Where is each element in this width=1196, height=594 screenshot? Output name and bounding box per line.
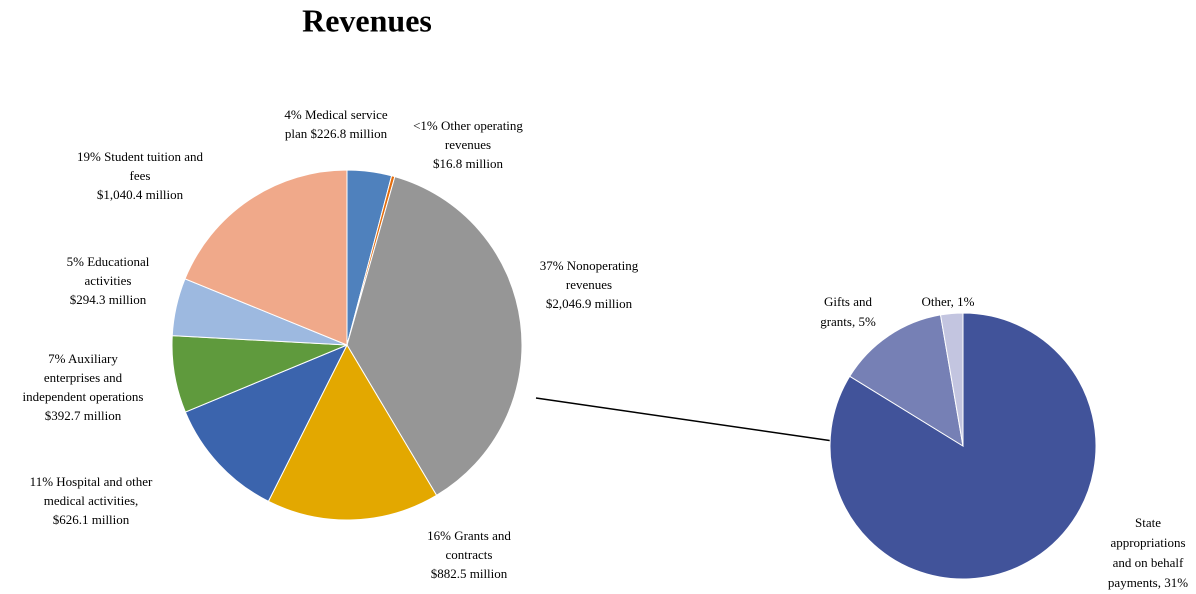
slice-label: and on behalf [1113,555,1184,570]
slice-label: Gifts and [824,294,873,309]
slice-label: 7% Auxiliary [48,351,118,366]
slice-label: appropriations [1110,535,1185,550]
slice-label: enterprises and [44,370,123,385]
slice-label: 5% Educational [67,254,150,269]
slice-label: revenues [445,137,491,152]
slice-label: $2,046.9 million [546,296,633,311]
slice-label: 19% Student tuition and [77,149,204,164]
slice-label: $882.5 million [431,566,508,581]
slice-label: medical activities, [44,493,139,508]
slice-label: Other, 1% [922,294,975,309]
pie-slice [849,314,964,448]
slice-label: contracts [446,547,493,562]
pie-slice [267,343,438,521]
chart-title: Revenues [302,2,432,38]
slice-label: State [1135,515,1161,530]
pie-slice [939,312,964,447]
slice-label: plan $226.8 million [285,126,388,141]
pie-slice [346,176,523,497]
pie-slice [184,169,348,346]
slice-label: <1% Other operating [413,118,523,133]
slice-label: activities [85,273,132,288]
slice-label: fees [130,168,151,183]
slice-label: $1,040.4 million [97,187,184,202]
slice-label: $626.1 million [53,512,130,527]
slice-label: 4% Medical service [284,107,387,122]
connector-line [535,397,834,442]
slice-label: 11% Hospital and other [30,474,153,489]
slice-label: $16.8 million [433,156,504,171]
slice-label: $294.3 million [70,292,147,307]
slice-label: independent operations [23,389,144,404]
slice-label: 16% Grants and [427,528,511,543]
pie-slice [184,344,349,503]
slice-label: payments, 31% [1108,575,1188,590]
slice-label: revenues [566,277,612,292]
slice-label: grants, 5% [820,314,876,329]
slice-label: 37% Nonoperating [540,258,639,273]
slice-label: $392.7 million [45,408,122,423]
